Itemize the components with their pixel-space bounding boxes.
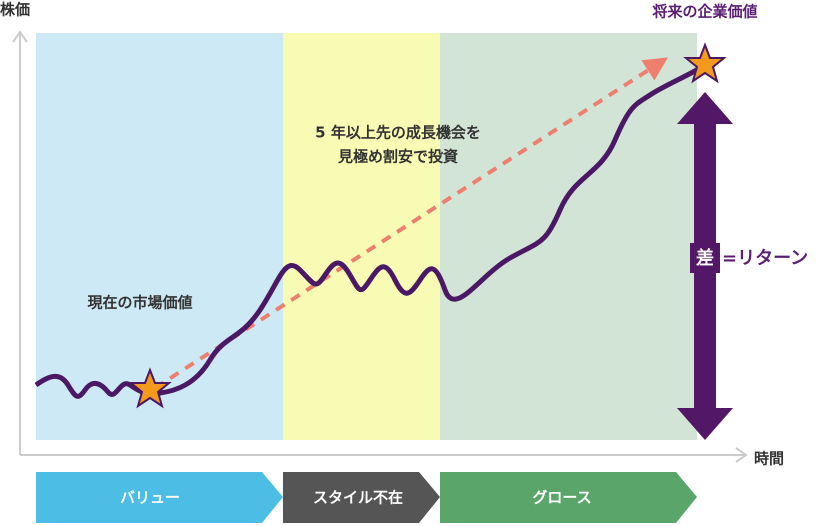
- market-value-label: 現在の市場価値: [87, 294, 192, 312]
- star-now: [128, 367, 172, 409]
- phase-label: グロース: [532, 489, 591, 507]
- x-axis-label: 時間: [754, 450, 784, 468]
- price-curve: [34, 62, 707, 399]
- phase-growth: [440, 472, 697, 523]
- invest-label: 5 年以上先の成長機会を: [315, 124, 481, 142]
- invest-label: 見極め割安で投資: [337, 148, 458, 166]
- trend-arrow: [153, 57, 669, 390]
- diff-bg: [690, 243, 720, 273]
- phase-label: スタイル不在: [313, 489, 403, 507]
- y-axis: [12, 30, 28, 455]
- diff-label: 差: [696, 247, 714, 269]
- phase-neutral: [283, 472, 440, 523]
- growth-zone: [440, 33, 697, 440]
- future-value-label: 将来の企業価値: [651, 3, 757, 21]
- y-axis-label: 株価: [0, 1, 30, 19]
- phase-label: バリュー: [120, 489, 180, 507]
- value-zone: [36, 33, 283, 440]
- star-future: [683, 42, 727, 84]
- return-label: =リターン: [722, 248, 808, 269]
- x-axis: [20, 447, 748, 463]
- neutral-zone: [283, 33, 440, 440]
- phase-value: [36, 472, 283, 523]
